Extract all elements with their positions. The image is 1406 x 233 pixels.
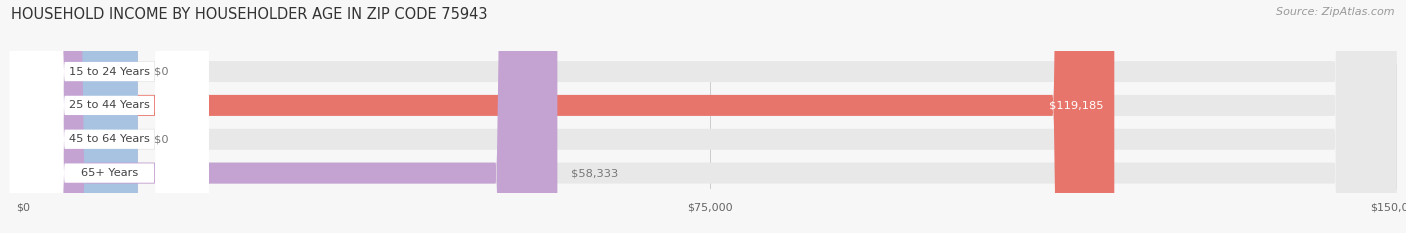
FancyBboxPatch shape bbox=[24, 0, 138, 233]
Text: $58,333: $58,333 bbox=[571, 168, 619, 178]
Text: 25 to 44 Years: 25 to 44 Years bbox=[69, 100, 150, 110]
Text: $0: $0 bbox=[155, 134, 169, 144]
FancyBboxPatch shape bbox=[24, 0, 138, 233]
FancyBboxPatch shape bbox=[10, 0, 209, 233]
Text: 65+ Years: 65+ Years bbox=[80, 168, 138, 178]
FancyBboxPatch shape bbox=[24, 0, 1396, 233]
Text: $119,185: $119,185 bbox=[1049, 100, 1104, 110]
FancyBboxPatch shape bbox=[24, 0, 557, 233]
FancyBboxPatch shape bbox=[24, 0, 1396, 233]
FancyBboxPatch shape bbox=[24, 0, 1396, 233]
FancyBboxPatch shape bbox=[10, 0, 209, 233]
Text: 45 to 64 Years: 45 to 64 Years bbox=[69, 134, 150, 144]
FancyBboxPatch shape bbox=[24, 0, 1115, 233]
Text: HOUSEHOLD INCOME BY HOUSEHOLDER AGE IN ZIP CODE 75943: HOUSEHOLD INCOME BY HOUSEHOLDER AGE IN Z… bbox=[11, 7, 488, 22]
FancyBboxPatch shape bbox=[24, 0, 1396, 233]
FancyBboxPatch shape bbox=[10, 0, 209, 233]
Text: $0: $0 bbox=[155, 67, 169, 77]
Text: 15 to 24 Years: 15 to 24 Years bbox=[69, 67, 150, 77]
Text: Source: ZipAtlas.com: Source: ZipAtlas.com bbox=[1277, 7, 1395, 17]
FancyBboxPatch shape bbox=[10, 0, 209, 233]
